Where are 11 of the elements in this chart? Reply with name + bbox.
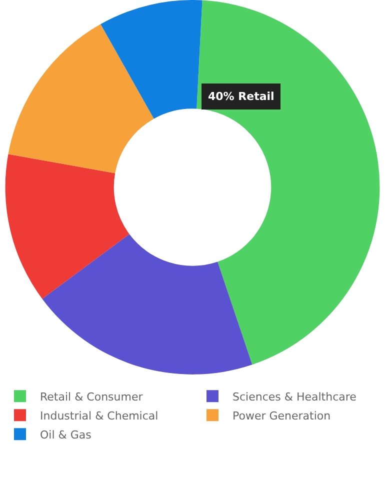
legend-label: Retail & Consumer xyxy=(40,390,144,404)
donut-slice xyxy=(42,234,252,374)
legend-label: Industrial & Chemical xyxy=(40,409,158,422)
text: 40% Retail xyxy=(208,90,274,103)
donut-slice xyxy=(6,154,130,299)
donut-slice xyxy=(196,0,380,365)
legend-label: Oil & Gas xyxy=(40,428,92,442)
donut-slice xyxy=(8,24,154,174)
legend-label: Power Generation xyxy=(232,409,331,422)
legend-label: Sciences & Healthcare xyxy=(232,390,357,404)
donut-slice xyxy=(100,0,202,119)
